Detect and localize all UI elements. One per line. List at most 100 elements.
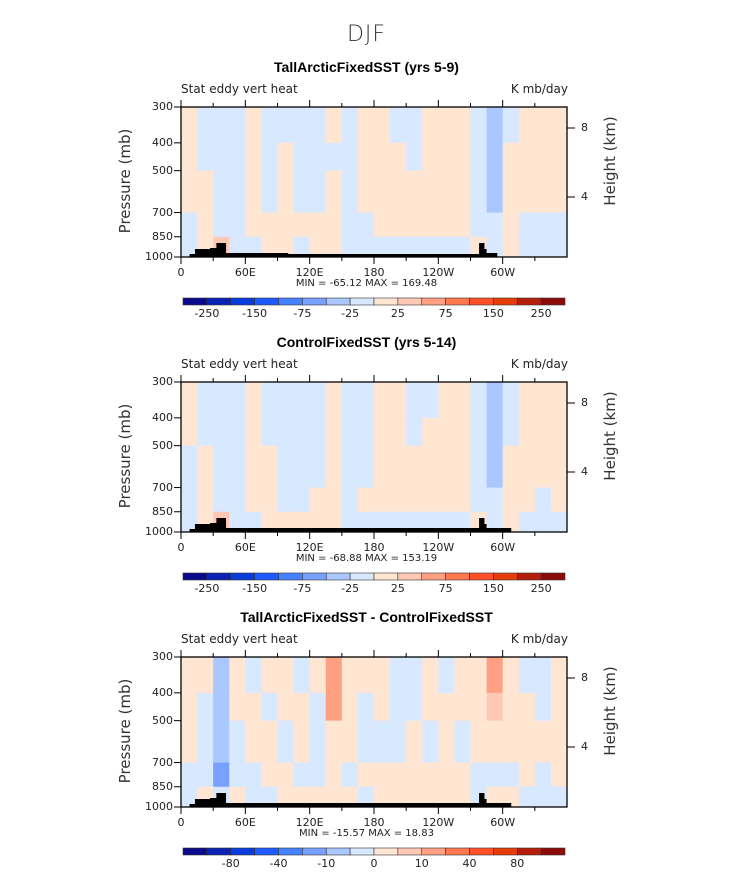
right-string: K mb/day: [510, 82, 568, 96]
x-tick-label: 120W: [422, 266, 455, 279]
contour-cell: [422, 657, 439, 694]
colorbar-box: [493, 847, 518, 856]
contour-cell: [325, 212, 343, 238]
y-tick-label: 850: [152, 504, 173, 518]
contour-cell: [309, 762, 327, 788]
colorbar-box: [540, 847, 566, 856]
y-tick-label: 500: [152, 438, 173, 452]
colorbar-box: [254, 572, 279, 581]
colorbar-box: [373, 572, 399, 581]
contour-cell: [518, 487, 536, 513]
right-string: K mb/day: [510, 632, 568, 646]
contour-cell: [470, 107, 488, 144]
contour-cell: [181, 445, 198, 489]
contour-cell: [293, 657, 311, 694]
contour-cell: [550, 170, 568, 214]
colorbar-box: [373, 297, 399, 306]
contour-cell: [341, 762, 359, 788]
contour-cell: [325, 107, 343, 144]
contour-cell: [374, 692, 391, 722]
contour-cell: [213, 445, 230, 489]
contour-cell: [502, 212, 520, 238]
contour-cell: [277, 382, 295, 419]
colorbar-box: [445, 847, 470, 856]
topography-mask: [181, 243, 498, 257]
contour-cell: [454, 720, 471, 764]
contour-cell: [245, 417, 262, 447]
contour-cell: [550, 657, 568, 694]
colorbar-box: [445, 572, 470, 581]
contour-cell: [470, 142, 488, 172]
contour-cell: [390, 657, 407, 694]
contour-cell: [470, 657, 488, 694]
contour-cell: [454, 487, 471, 513]
colorbar-label: -25: [341, 307, 360, 320]
contour-cell: [438, 170, 455, 214]
contour-cell: [325, 762, 343, 788]
contour-cell: [454, 445, 471, 489]
contour-cell: [181, 142, 198, 172]
contour-cell: [374, 142, 391, 172]
contour-cell: [213, 762, 230, 788]
contour-cell: [325, 417, 343, 447]
contour-cell: [454, 692, 471, 722]
contour-cell: [406, 692, 423, 722]
colorbar-label: -75: [293, 582, 312, 595]
colorbar-label: 10: [414, 857, 429, 870]
contour-cell: [502, 657, 520, 694]
contour-cell: [261, 762, 278, 788]
contour-cell: [341, 107, 359, 144]
contour-cell: [486, 236, 504, 258]
x-tick-label: 180: [363, 266, 385, 279]
contour-cell: [181, 692, 198, 722]
contour-cell: [422, 417, 439, 447]
min-max-label: MIN = -15.57 MAX = 18.83: [299, 828, 434, 839]
contour-cell: [197, 417, 214, 447]
contour-cell: [245, 762, 262, 788]
contour-cell: [534, 720, 552, 764]
contour-cell: [357, 142, 375, 172]
contour-cell: [550, 212, 568, 238]
contour-cell: [261, 382, 278, 419]
contour-cell: [245, 170, 262, 214]
y2-tick-label: 8: [581, 121, 588, 134]
contour-cell: [229, 236, 246, 258]
colorbar-box: [421, 297, 446, 306]
contour-cell: [422, 212, 439, 238]
contour-cell: [341, 142, 359, 172]
contour-cell: [374, 445, 391, 489]
y-tick-label: 1000: [145, 525, 173, 538]
contour-cell: [261, 236, 278, 258]
contour-cell: [422, 487, 439, 513]
contour-cell: [245, 142, 262, 172]
contour-cell: [261, 720, 278, 764]
contour-cell: [502, 720, 520, 764]
contour-cell: [486, 382, 504, 419]
colorbar-box: [349, 572, 375, 581]
contour-cell: [374, 107, 391, 144]
colorbar-box: [325, 572, 351, 581]
colorbar-label: -40: [269, 857, 288, 870]
contour-cell: [325, 236, 343, 258]
contour-cell: [550, 762, 568, 788]
contour-cell: [341, 212, 359, 238]
contour-cell: [470, 212, 488, 238]
contour-cell: [550, 417, 568, 447]
colorbar-label: 0: [370, 857, 378, 870]
contour-cell: [486, 786, 504, 808]
contour-cell: [181, 417, 198, 447]
contour-cell: [550, 445, 568, 489]
contour-cell: [390, 212, 407, 238]
colorbar-box: [493, 297, 518, 306]
contour-cell: [454, 236, 471, 258]
contour-cell: [229, 720, 246, 764]
contour-cell: [325, 692, 343, 722]
contour-cell: [406, 417, 423, 447]
contour-cell: [470, 417, 488, 447]
contour-cell: [293, 511, 311, 533]
y-tick-label: 850: [152, 229, 173, 243]
contour-cell: [374, 170, 391, 214]
contour-cell: [357, 720, 375, 764]
contour-cell: [502, 170, 520, 214]
contour-cell: [422, 382, 439, 419]
